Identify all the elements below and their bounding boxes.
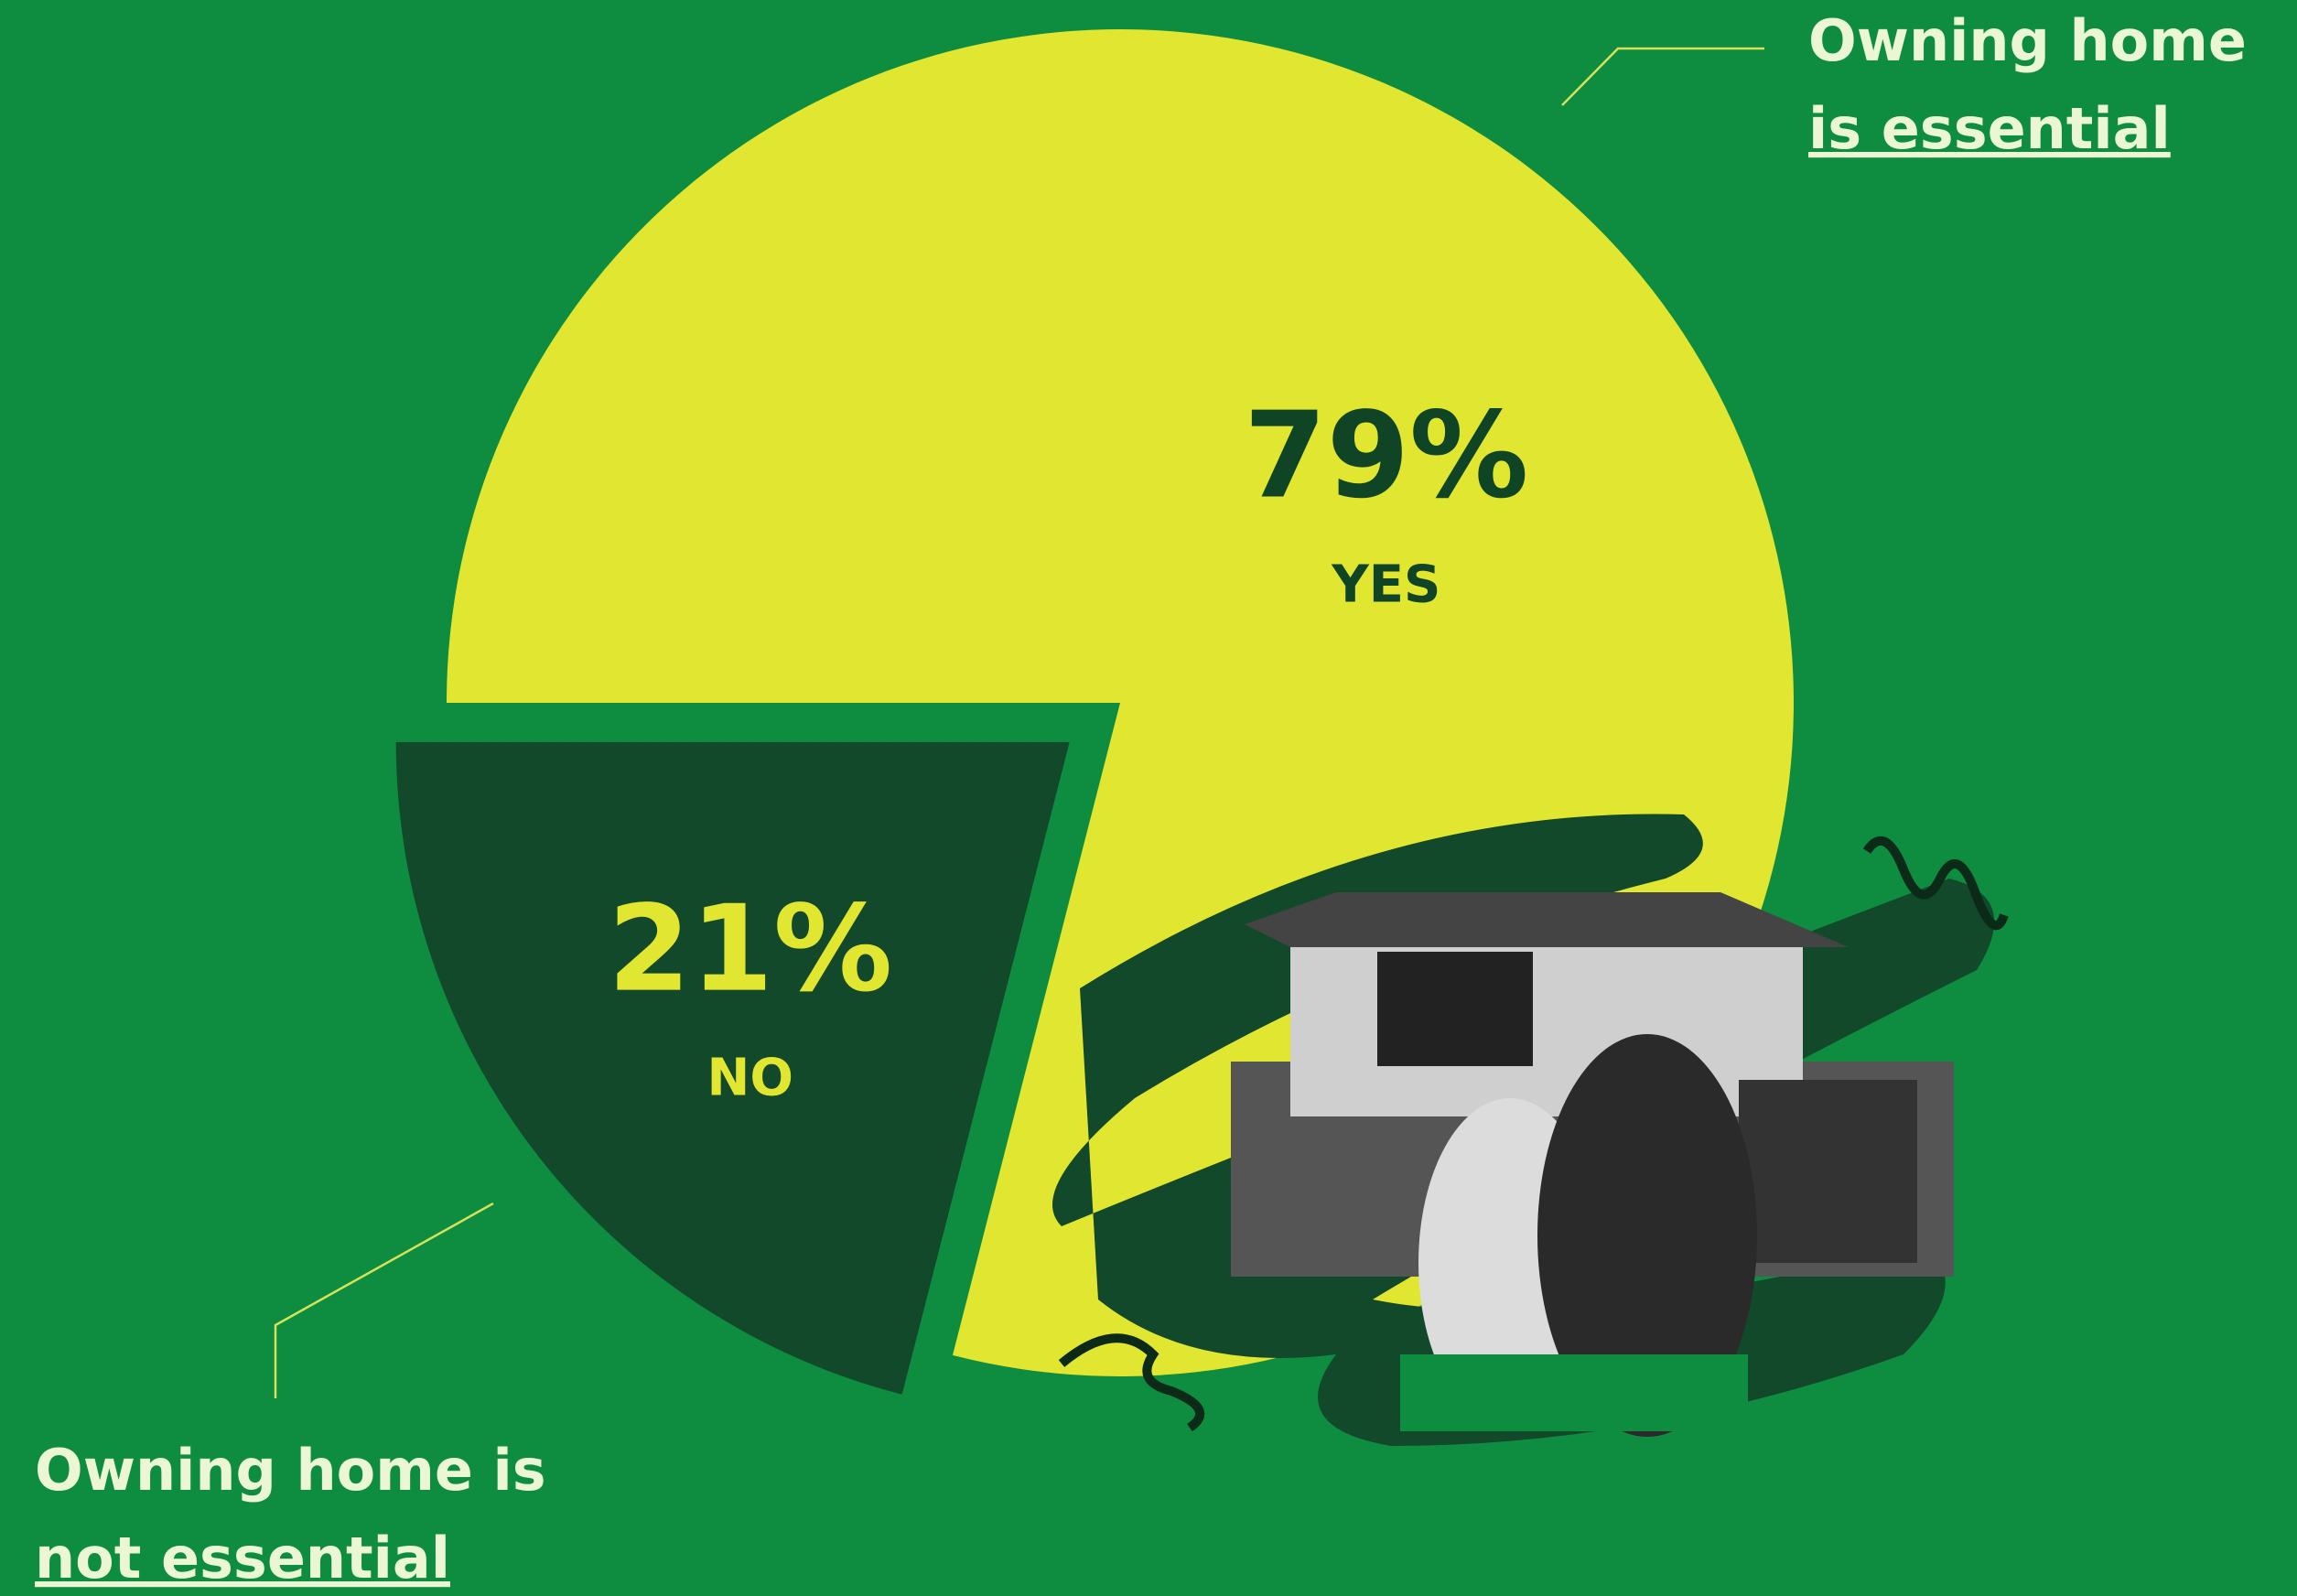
callout-text: Owning home (1808, 7, 2247, 74)
callouts: Owning home is essential Owning home is … (35, 7, 2247, 1591)
illustration (1052, 814, 2009, 1446)
value-label: 79% (1244, 385, 1528, 524)
squiggle (1058, 1333, 1205, 1432)
leader-line (274, 1202, 494, 1398)
house-roof (1245, 892, 1849, 947)
callout-text: Owning home is (35, 1437, 546, 1504)
callout-text: not essential (35, 1525, 450, 1591)
category-label: NO (707, 1049, 793, 1108)
callout-text: is essential (1808, 95, 2171, 162)
pie-slice (395, 741, 1070, 1395)
person (1537, 1034, 1757, 1437)
house-window (1377, 952, 1533, 1066)
illustration-crop (1400, 1354, 1748, 1431)
house-upper (1290, 943, 1803, 1116)
value-label: 21% (608, 879, 892, 1019)
garage (1739, 1080, 1917, 1263)
leader-line (1561, 47, 1764, 106)
squiggle (1862, 836, 2009, 931)
category-label: YES (1331, 555, 1440, 614)
